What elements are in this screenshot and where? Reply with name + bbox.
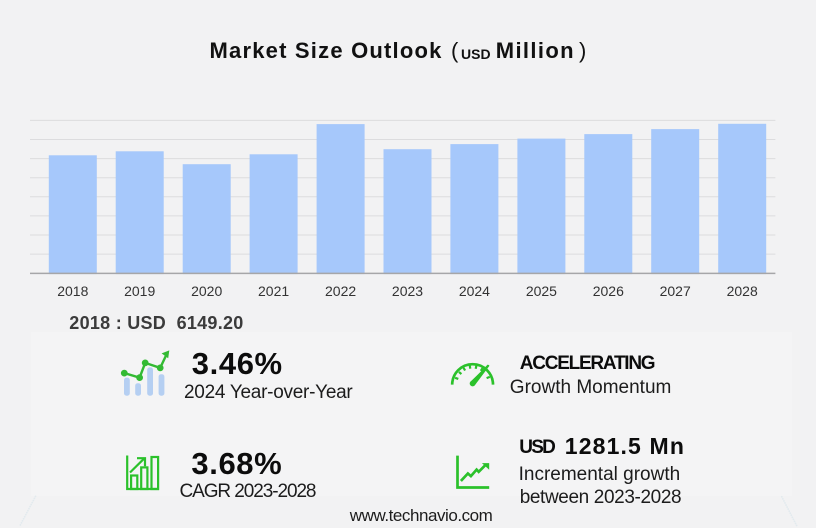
svg-text:2028: 2028 xyxy=(727,283,758,299)
svg-text:2023: 2023 xyxy=(392,283,423,299)
svg-text:2027: 2027 xyxy=(660,283,691,299)
svg-text:2026: 2026 xyxy=(593,283,624,299)
svg-text:2021: 2021 xyxy=(258,283,289,299)
svg-text:2025: 2025 xyxy=(526,283,557,299)
svg-text:2024: 2024 xyxy=(459,283,490,299)
svg-text:2018: 2018 xyxy=(57,283,88,299)
svg-text:2022: 2022 xyxy=(325,283,356,299)
svg-text:2020: 2020 xyxy=(191,283,222,299)
svg-text:2019: 2019 xyxy=(124,283,155,299)
